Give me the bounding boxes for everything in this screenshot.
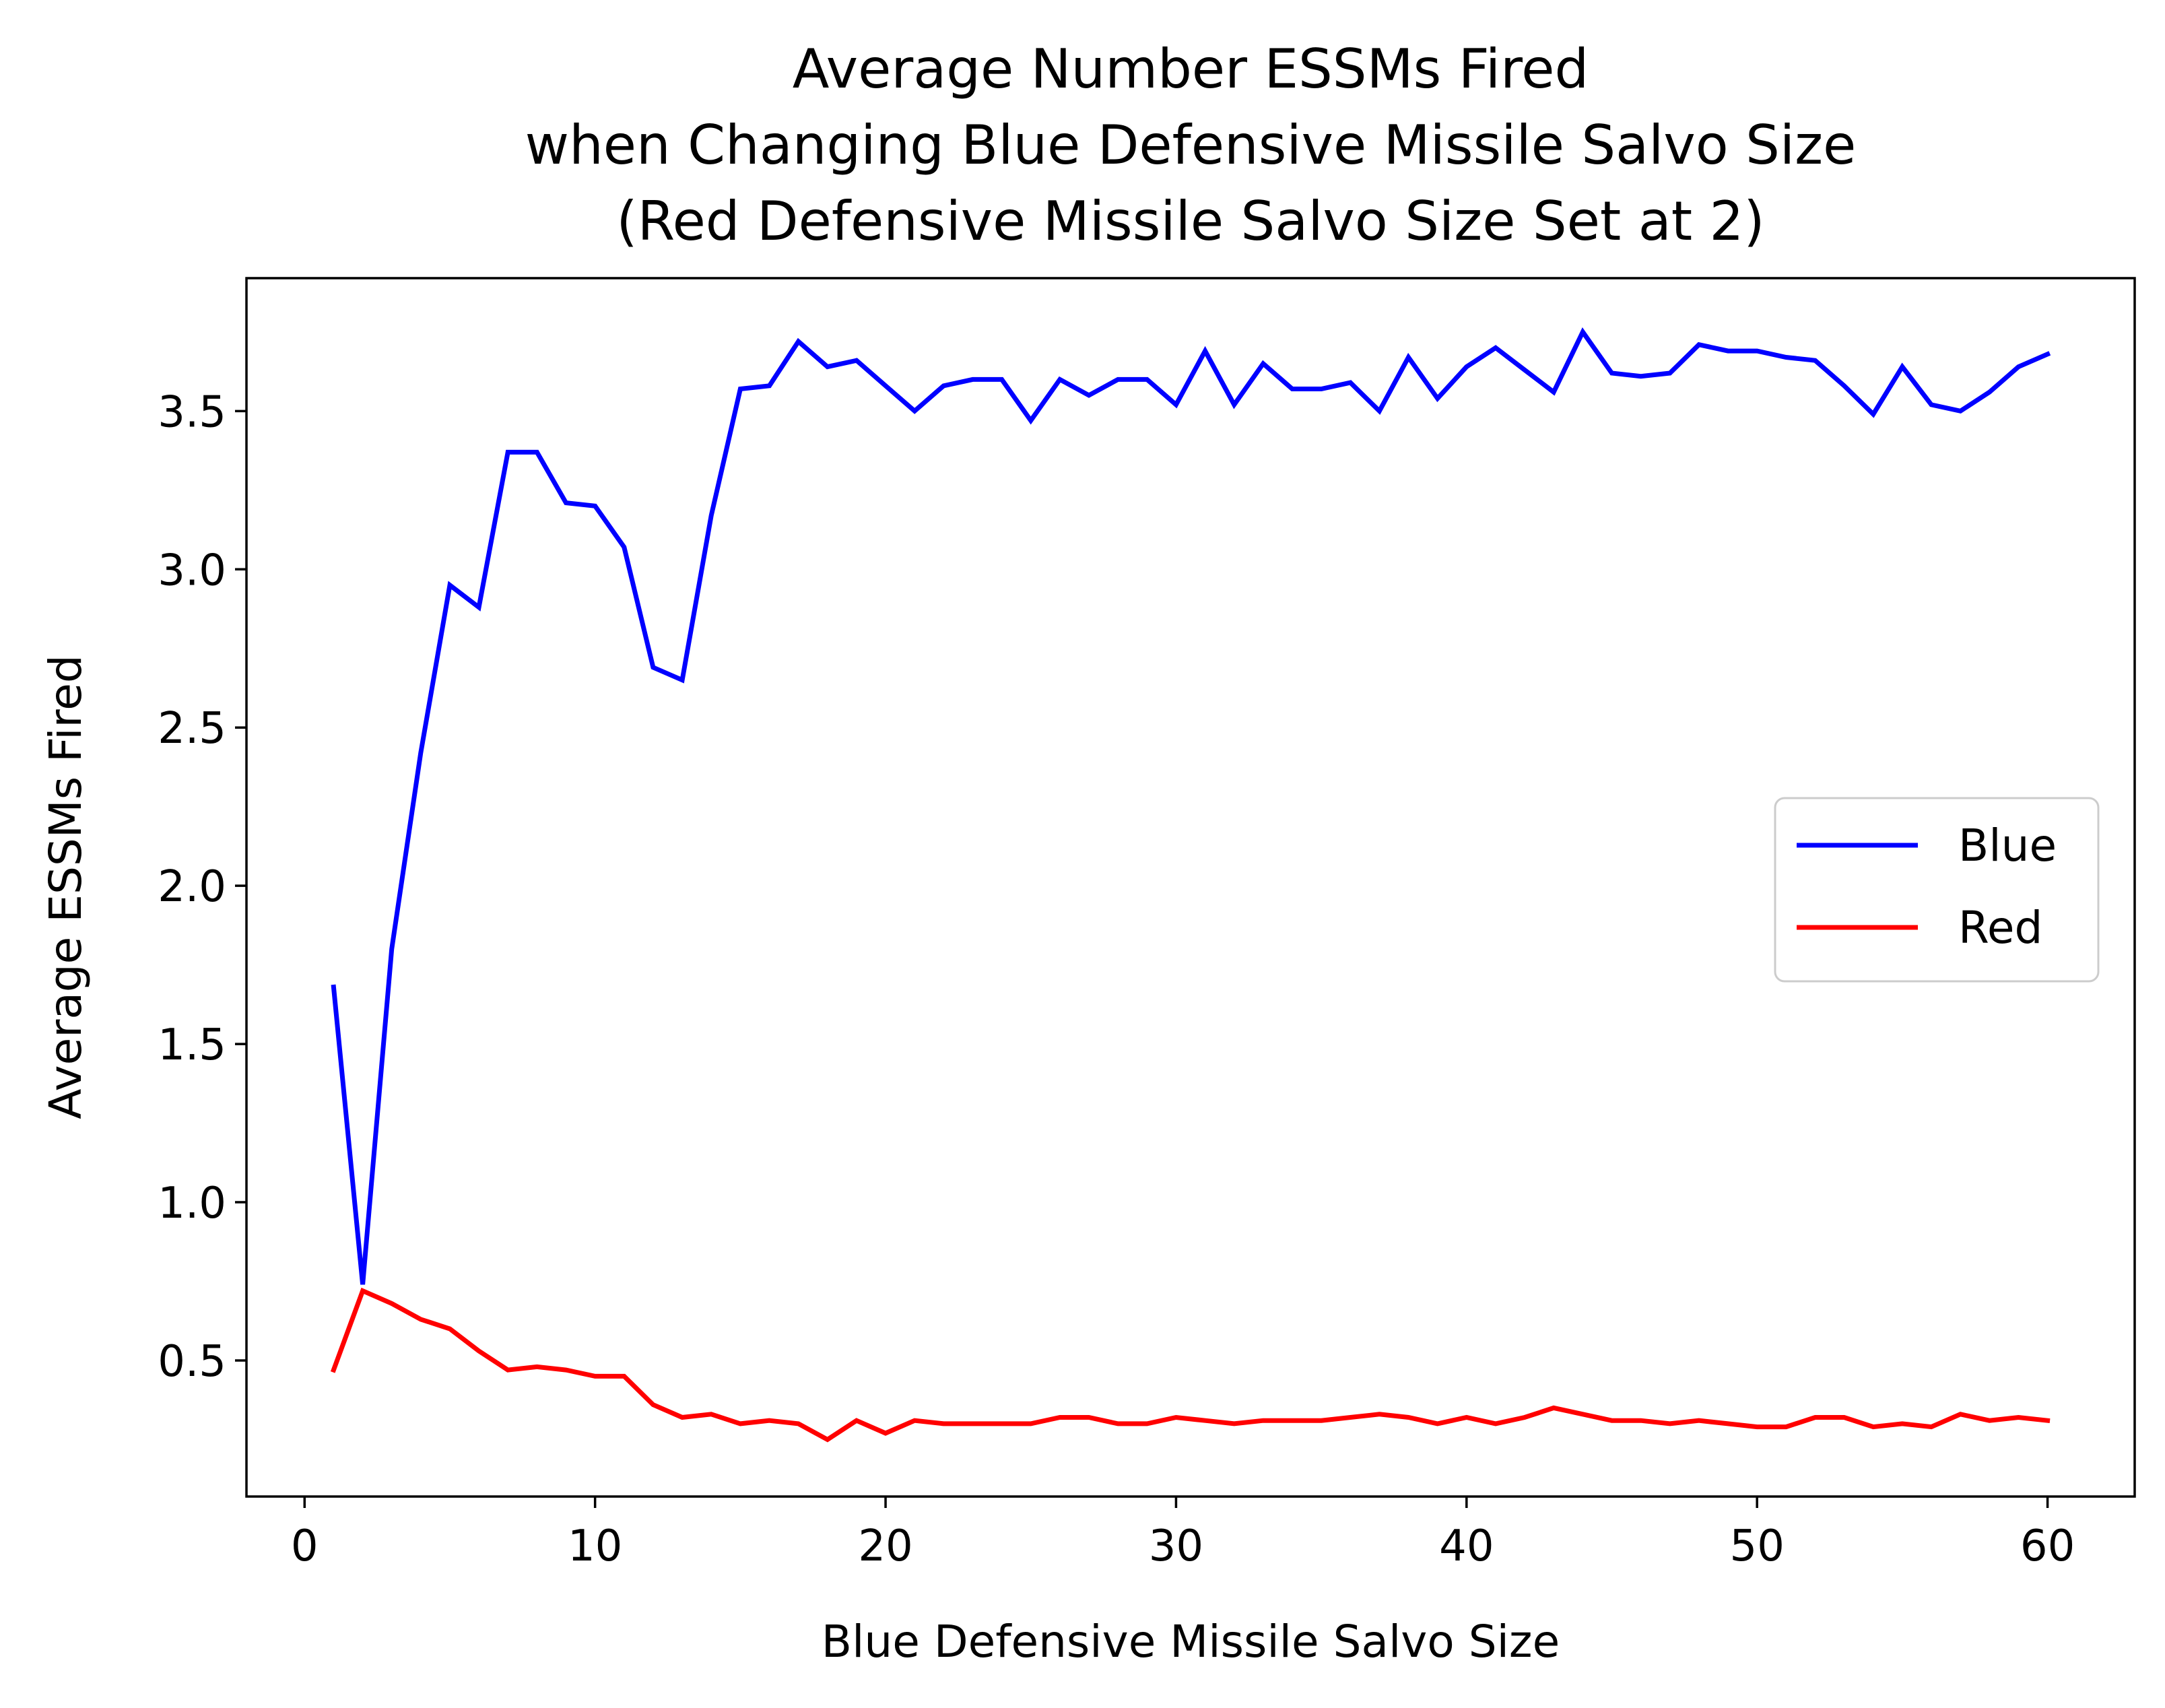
- title-line-1: Average Number ESSMs Fired: [793, 38, 1589, 100]
- y-tick-label: 3.0: [158, 546, 226, 595]
- series-line-red: [330, 1287, 2051, 1443]
- y-tick-label: 0.5: [158, 1337, 226, 1387]
- chart-title: Average Number ESSMs Fired when Changing…: [525, 38, 1857, 253]
- y-axis-label: Average ESSMs Fired: [40, 655, 92, 1119]
- x-tick-label: 50: [1729, 1521, 1784, 1571]
- x-tick-label: 0: [291, 1521, 319, 1571]
- x-axis: 0 10 20 30 40 50 60: [291, 1497, 2075, 1571]
- legend: Blue Red: [1774, 797, 2100, 983]
- x-tick-label: 10: [568, 1521, 622, 1571]
- x-axis-label: Blue Defensive Missile Salvo Size: [822, 1616, 1560, 1668]
- title-line-2: when Changing Blue Defensive Missile Sal…: [525, 114, 1857, 176]
- x-tick-label: 20: [858, 1521, 912, 1571]
- y-tick-label: 2.0: [158, 862, 226, 912]
- y-tick-label: 1.0: [158, 1179, 226, 1228]
- series-layer: [330, 327, 2051, 1443]
- y-tick-label: 1.5: [158, 1020, 226, 1070]
- y-tick-label: 2.5: [158, 704, 226, 754]
- title-line-3: (Red Defensive Missile Salvo Size Set at…: [616, 190, 1764, 253]
- plot-frame: [245, 277, 2136, 1498]
- x-tick-label: 30: [1149, 1521, 1203, 1571]
- legend-label-red: Red: [1958, 902, 2042, 954]
- x-tick-label: 40: [1439, 1521, 1494, 1571]
- y-tick-label: 3.5: [158, 387, 226, 437]
- series-line-blue: [331, 327, 2051, 1285]
- y-axis: 0.5 1.0 1.5 2.0 2.5 3.0 3.5: [158, 387, 246, 1387]
- legend-label-blue: Blue: [1958, 820, 2057, 872]
- x-tick-label: 60: [2020, 1521, 2075, 1571]
